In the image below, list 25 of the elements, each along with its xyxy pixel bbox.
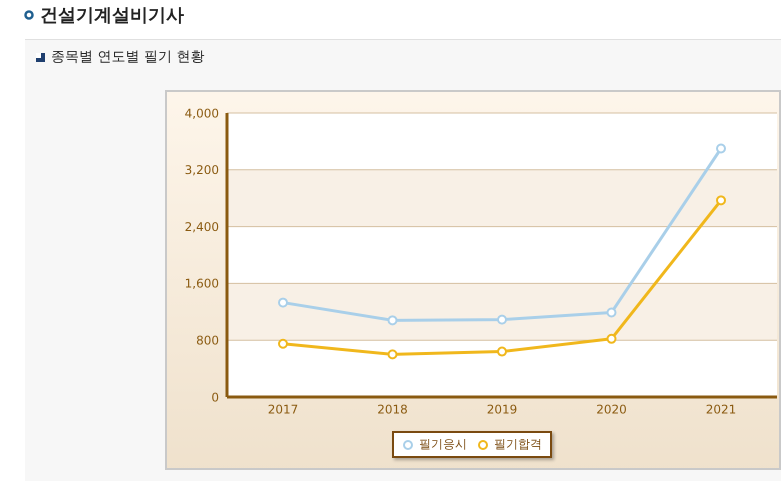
y-tick-label: 800 bbox=[196, 333, 219, 348]
point bbox=[278, 298, 288, 308]
point bbox=[606, 308, 616, 318]
point bbox=[606, 334, 616, 344]
chart-title: 건설기계설비기사 bbox=[40, 4, 184, 27]
x-tick-label: 2020 bbox=[596, 402, 627, 417]
x-tick-label: 2019 bbox=[486, 402, 518, 417]
y-tick-label: 3,200 bbox=[184, 163, 219, 178]
point bbox=[497, 346, 507, 357]
y-tick-label: 4,000 bbox=[184, 106, 219, 120]
x-tick-label: 2017 bbox=[268, 402, 298, 417]
point bbox=[388, 349, 398, 360]
legend-label: 필기합격 bbox=[493, 436, 542, 453]
point bbox=[278, 338, 288, 349]
point bbox=[388, 315, 398, 326]
chart-subtitle: 종목별 연도별 필기 현황 bbox=[51, 48, 204, 66]
point bbox=[716, 195, 726, 206]
point bbox=[716, 144, 726, 154]
point bbox=[497, 314, 507, 325]
legend-label: 필기응시 bbox=[418, 436, 467, 453]
y-tick-label: 0 bbox=[211, 390, 219, 404]
y-tick-label: 1,600 bbox=[184, 276, 219, 291]
y-tick-label: 2,400 bbox=[184, 220, 219, 234]
x-tick-label: 2021 bbox=[706, 402, 736, 417]
x-tick-label: 2018 bbox=[377, 402, 408, 417]
